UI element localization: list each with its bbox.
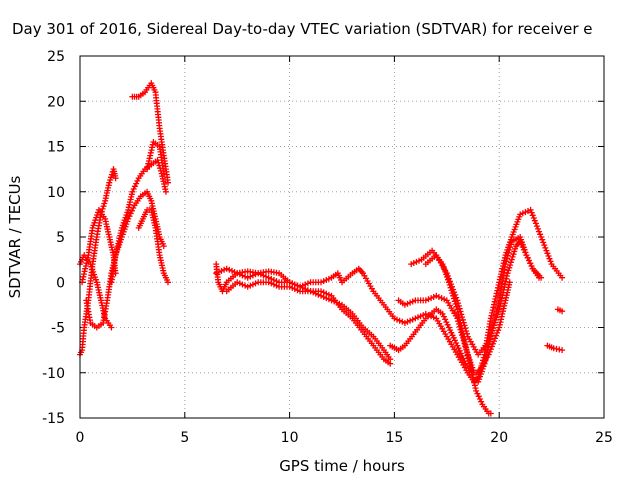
data-point-markers: [144, 139, 167, 177]
y-tick-label: 20: [47, 94, 65, 110]
data-series: [544, 342, 566, 354]
data-series: [129, 80, 171, 186]
data-series: [213, 206, 566, 385]
data-series: [144, 139, 167, 177]
x-tick-label: 15: [385, 430, 403, 446]
data-series: [554, 306, 566, 315]
chart-title: Day 301 of 2016, Sidereal Day-to-day VTE…: [12, 20, 593, 38]
data-series: [135, 206, 171, 286]
y-tick-label: 10: [47, 185, 65, 201]
x-axis-label: GPS time / hours: [279, 457, 405, 475]
x-tick-label: 25: [595, 430, 613, 446]
x-tick-label: 5: [180, 430, 189, 446]
data-point-markers: [387, 306, 475, 376]
y-tick-label: -5: [51, 321, 65, 337]
plot-frame: [79, 55, 605, 419]
y-tick-label: 0: [56, 275, 65, 291]
data-point-markers: [544, 342, 566, 354]
axis-ticks: 0 5 10 15 20 25 -15 -10 -5 0 5 10 15 20 25: [42, 49, 613, 446]
x-tick-label: 10: [281, 430, 299, 446]
data-series: [387, 306, 475, 376]
data-point-markers: [554, 306, 566, 315]
data-series: [108, 188, 167, 286]
data-series: [475, 234, 542, 385]
y-tick-label: 5: [56, 230, 65, 246]
y-axis-label: SDTVAR / TECUs: [6, 175, 24, 298]
data-point-markers: [223, 279, 394, 363]
x-tick-label: 20: [490, 430, 508, 446]
y-tick-label: -10: [42, 366, 65, 382]
x-tick-label: 0: [76, 430, 85, 446]
data-point-markers: [475, 234, 542, 385]
data-point-markers: [213, 206, 566, 385]
data-point-markers: [129, 80, 171, 186]
data-series: [223, 279, 394, 363]
y-tick-label: 25: [47, 49, 65, 65]
y-tick-label: 15: [47, 140, 65, 156]
data-point-markers: [135, 206, 171, 286]
data-point-markers: [108, 188, 167, 286]
y-tick-label: -15: [42, 411, 65, 427]
data-points: [77, 80, 566, 417]
